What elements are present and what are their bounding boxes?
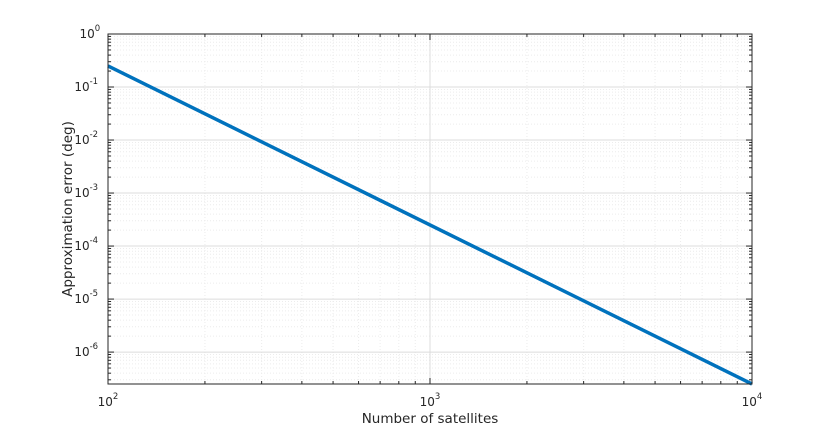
x-tick-label: 103 — [420, 392, 441, 409]
x-tick-label: 102 — [98, 392, 119, 409]
y-tick-exponent: -6 — [90, 342, 98, 352]
y-tick-label: 10 — [74, 186, 89, 200]
x-axis-label: Number of satellites — [362, 411, 499, 427]
y-tick-exponent: -1 — [90, 77, 98, 87]
y-tick-exponent: -3 — [90, 183, 98, 193]
y-tick-label: 10 — [74, 292, 89, 306]
series-line-0 — [107, 64, 753, 386]
tick-marks — [107, 33, 753, 384]
series-layer — [107, 64, 753, 386]
y-tick-label: 10 — [74, 345, 89, 359]
y-tick-label: 10 — [74, 80, 89, 94]
x-tick-label: 104 — [742, 392, 763, 409]
y-tick-exponent: -4 — [90, 236, 98, 246]
y-tick-label: 10 — [80, 27, 95, 41]
y-tick-exponent: -5 — [90, 289, 98, 299]
y-tick-exponent: 0 — [95, 24, 100, 34]
y-tick-exponent: -2 — [90, 130, 98, 140]
major-grid — [108, 34, 752, 384]
y-tick-label: 10 — [74, 239, 89, 253]
y-axis-label: Approximation error (deg) — [60, 121, 76, 297]
y-tick-label: 10 — [74, 133, 89, 147]
x-tick-labels: 102 103 104 — [98, 392, 763, 409]
